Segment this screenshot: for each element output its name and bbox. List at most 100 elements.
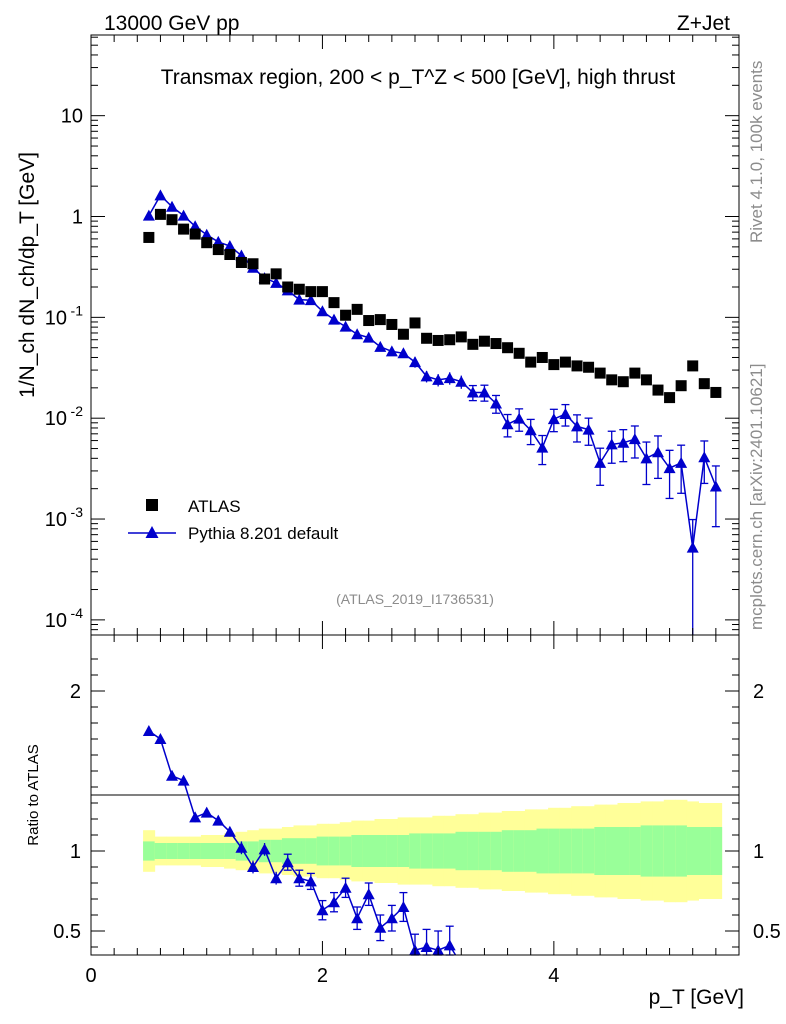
atlas-point [432,334,444,346]
pythia-point [189,220,202,232]
ratio-point [316,904,329,916]
main-ytick-label: 10 [45,307,67,329]
band-inner [559,828,572,874]
band-inner [513,830,526,872]
atlas-point [293,283,305,295]
atlas-point [548,359,560,371]
band-inner [374,835,387,867]
pythia-point [223,240,236,252]
ratio-point [397,901,410,912]
band-inner [605,827,618,875]
band-inner [629,827,642,875]
ratio-point [385,912,398,924]
legend-atlas-label: ATLAS [188,497,241,516]
band-inner [177,843,190,859]
ratio-point [142,725,155,736]
band-inner [524,830,537,872]
ratio-point [200,806,213,818]
pythia-point [420,370,433,382]
analysis-label: (ATLAS_2019_I1736531) [336,591,494,607]
atlas-point [710,386,722,398]
ratio-point [166,769,178,781]
pythia-point [501,418,514,430]
atlas-point [640,374,652,386]
atlas-point [282,281,294,293]
atlas-point [675,380,687,392]
legend-pythia-marker [145,526,159,538]
pythia-point [293,293,306,305]
legend-pythia-label: Pythia 8.201 default [188,524,339,543]
pythia-point [663,462,676,474]
pythia-point [351,328,364,340]
ratio-point [258,843,271,855]
atlas-point [571,360,583,372]
pythia-point [409,356,421,368]
ratio-ytick-label-right: 2 [753,681,764,703]
band-inner [386,835,399,867]
band-inner [478,831,491,871]
main-frame [90,34,740,636]
atlas-point [513,347,525,359]
main-ytick-exponent: -1 [71,302,84,318]
atlas-point [374,314,386,326]
pythia-point [628,433,641,445]
band-inner [293,838,306,864]
x-tick-label: 4 [548,965,559,987]
atlas-point [409,317,421,329]
main-ytick-label: 10 [45,610,67,632]
header-right-label: Z+Jet [677,12,730,35]
band-inner [536,828,549,874]
band-inner [270,839,283,863]
band-inner [247,841,260,861]
atlas-point [421,332,433,344]
band-inner [200,843,213,859]
atlas-point [386,318,398,330]
atlas-point [397,328,409,340]
pythia-point [432,373,445,385]
band-inner [409,833,422,869]
band-inner [617,827,630,875]
pythia-point [686,541,699,553]
band-inner [362,835,375,867]
pythia-point [339,320,352,332]
band-inner [594,827,607,875]
header-left-label: 13000 GeV pp [104,12,239,35]
band-inner [675,825,688,877]
ratio-point [247,861,259,872]
band-inner [501,830,514,872]
atlas-point [270,268,282,280]
ratio-point [235,841,248,853]
pythia-point [478,386,491,398]
pythia-point [316,305,329,317]
band-inner [582,828,595,874]
band-inner [432,833,445,869]
ratio-point [223,825,236,837]
atlas-point [687,360,699,372]
legend-atlas-marker [146,499,158,511]
x-axis-label: p_T [GeV] [649,986,744,1009]
ratio-ytick-label: 2 [70,681,81,703]
atlas-point [166,214,178,226]
ratio-point [443,939,456,951]
atlas-point [617,376,629,388]
ratio-point [189,811,202,823]
pythia-point [200,228,213,240]
atlas-point [235,256,247,268]
atlas-point [305,286,317,298]
ratio-point [177,774,190,786]
band-inner [686,827,699,875]
atlas-point [606,374,618,386]
main-ytick-label: 10 [45,408,67,430]
band-inner [640,825,653,877]
ratio-point [351,912,364,924]
main-ytick-label: 10 [61,106,83,128]
pythia-point [142,209,155,221]
pythia-point [709,480,722,492]
atlas-point [340,309,352,321]
band-inner [443,833,456,869]
pythia-point [547,413,560,425]
atlas-point [583,361,595,373]
band-inner [663,825,676,877]
ratio-ytick-label-right: 0.5 [753,921,781,943]
